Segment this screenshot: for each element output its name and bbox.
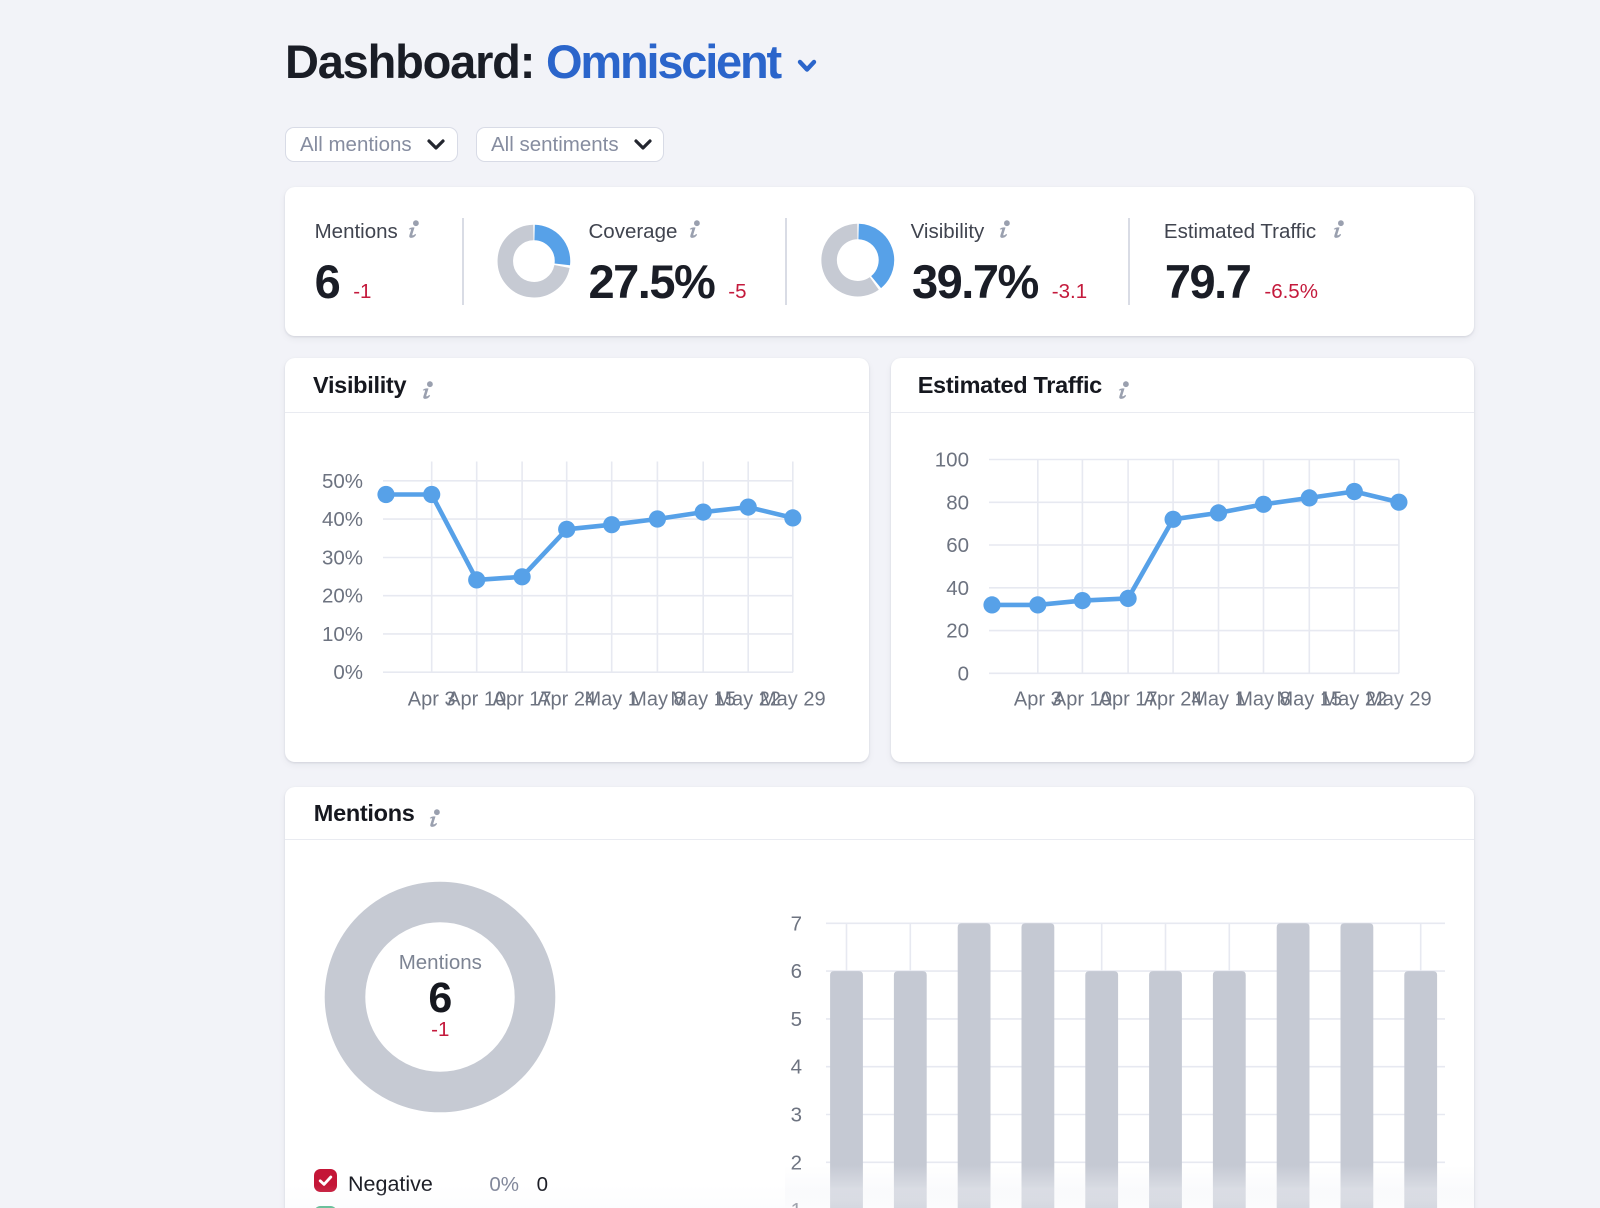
- svg-text:Apr 17: Apr 17: [493, 688, 552, 710]
- svg-text:Apr 17: Apr 17: [1098, 688, 1157, 710]
- svg-text:60: 60: [946, 534, 969, 557]
- svg-text:May 1: May 1: [1191, 688, 1245, 710]
- svg-text:3: 3: [791, 1103, 802, 1126]
- svg-text:5: 5: [791, 1007, 802, 1030]
- svg-text:20: 20: [946, 619, 969, 642]
- svg-text:30%: 30%: [322, 546, 363, 569]
- svg-text:May 1: May 1: [584, 688, 638, 710]
- svg-text:10%: 10%: [322, 622, 363, 645]
- svg-text:40%: 40%: [322, 508, 363, 531]
- svg-text:20%: 20%: [322, 584, 363, 607]
- svg-text:May 8: May 8: [630, 688, 684, 710]
- svg-text:May 29: May 29: [760, 688, 826, 710]
- svg-text:Apr 3: Apr 3: [408, 688, 456, 710]
- svg-text:May 22: May 22: [1321, 688, 1387, 710]
- svg-text:4: 4: [791, 1055, 802, 1078]
- svg-text:2: 2: [791, 1151, 802, 1174]
- svg-text:50%: 50%: [322, 469, 363, 492]
- svg-text:40: 40: [946, 576, 969, 599]
- svg-text:0%: 0%: [333, 661, 363, 684]
- svg-text:Apr 3: Apr 3: [1014, 688, 1062, 710]
- svg-text:6: 6: [791, 960, 802, 983]
- svg-text:7: 7: [791, 912, 802, 935]
- svg-text:1: 1: [791, 1199, 802, 1208]
- svg-text:80: 80: [946, 491, 969, 514]
- svg-text:Apr 10: Apr 10: [447, 688, 506, 710]
- svg-text:Apr 10: Apr 10: [1053, 688, 1112, 710]
- svg-text:May 29: May 29: [1366, 688, 1432, 710]
- svg-text:May 22: May 22: [715, 688, 781, 710]
- svg-text:0: 0: [957, 662, 968, 685]
- svg-text:Apr 24: Apr 24: [537, 688, 596, 710]
- svg-text:May 15: May 15: [670, 688, 736, 710]
- svg-text:100: 100: [934, 448, 968, 471]
- svg-text:Apr 24: Apr 24: [1143, 688, 1202, 710]
- svg-text:May 15: May 15: [1276, 688, 1342, 710]
- svg-text:May 8: May 8: [1236, 688, 1290, 710]
